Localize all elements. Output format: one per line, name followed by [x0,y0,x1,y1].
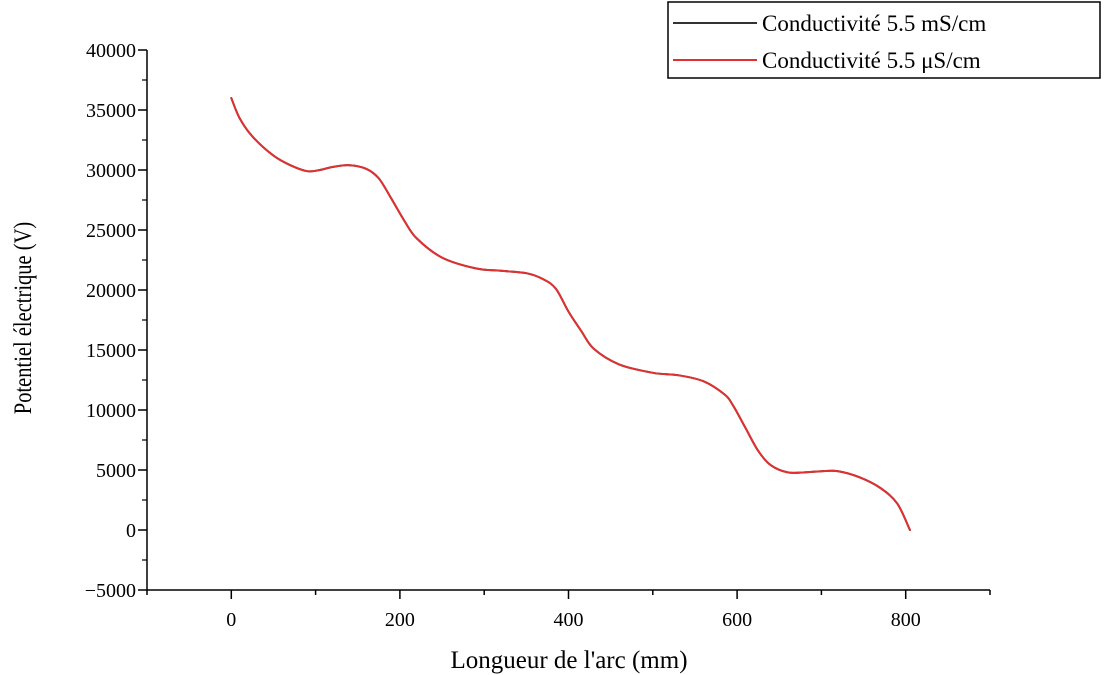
y-tick-label-4: 15000 [86,340,136,362]
y-tick-label-7: 30000 [86,160,136,182]
x-ticks: 0 200 400 600 800 [146,590,991,631]
y-tick-label-8: 35000 [86,100,136,122]
legend-box [667,1,1101,79]
y-tick-label-9: 40000 [86,40,136,62]
x-tick-label-4: 800 [891,609,921,631]
y-major-ticks: −5000 0 5000 10000 15000 20000 25000 30000 35000… [85,40,147,602]
x-axis-title: Longueur de l'arc (mm) [450,647,687,674]
y-axis-title: Potentiel électrique (V) [9,222,36,414]
x-tick-label-1: 200 [385,609,415,631]
plot-area: −5000 0 5000 10000 15000 20000 25000 30000 35000… [85,40,991,631]
y-tick-label-6: 25000 [86,220,136,242]
y-tick-label-0: −5000 [85,580,136,602]
y-tick-label-5: 20000 [86,280,136,302]
y-tick-label-1: 0 [126,520,136,542]
series-layer [230,97,911,531]
series-line-2 [230,97,911,531]
y-tick-label-2: 5000 [96,460,136,482]
legend-label-series-1: Conductivité 5.5 mS/cm [762,11,986,36]
y-tick-label-3: 10000 [86,400,136,422]
x-tick-label-3: 600 [722,609,752,631]
legend-label-series-2: Conductivité 5.5 μS/cm [762,48,981,73]
x-tick-label-2: 400 [554,609,584,631]
y-minor-ticks [142,79,147,561]
x-tick-label-0: 0 [226,609,236,631]
legend: Conductivité 5.5 mS/cm Conductivité 5.5 … [667,1,1101,79]
